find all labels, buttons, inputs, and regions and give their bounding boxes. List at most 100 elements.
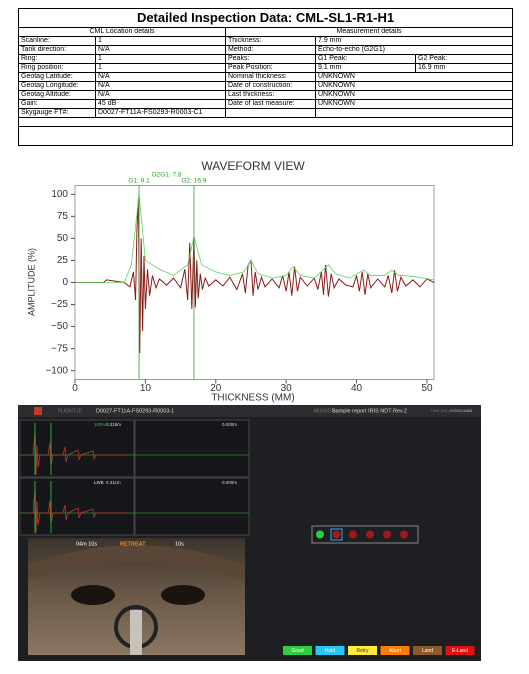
x-tick-label: 10 bbox=[140, 383, 152, 394]
mini-waveforms bbox=[20, 423, 249, 534]
action-button-label[interactable]: E-Land bbox=[452, 648, 468, 654]
cell-label: Date of last measure: bbox=[225, 99, 316, 109]
app-screenshot: FLIGHT ID D0027-FT11A-FS0293-R0003-1 MIS… bbox=[18, 405, 481, 661]
cell-label: Scanline: bbox=[18, 36, 96, 46]
panel-label: 0.000m bbox=[222, 422, 237, 427]
inspection-table: Detailed Inspection Data: CML-SL1-R1-H1 … bbox=[17, 8, 514, 146]
cell-empty bbox=[17, 126, 514, 146]
x-tick-label: 20 bbox=[210, 383, 222, 394]
status-light bbox=[366, 530, 374, 539]
gate-label: G2: 16.9 bbox=[181, 178, 206, 185]
table-row bbox=[17, 126, 514, 146]
cell-label: Nominal thickness: bbox=[225, 72, 316, 82]
plot-panel bbox=[134, 419, 250, 478]
plot-panel bbox=[19, 419, 135, 478]
table-row: Gain: 45 dB Date of last measure: UNKNOWN bbox=[18, 99, 514, 109]
time: 0250014858 bbox=[450, 408, 473, 413]
scene-shape bbox=[130, 610, 142, 655]
record-icon[interactable] bbox=[34, 407, 42, 415]
cell-label: Date of construction: bbox=[225, 81, 316, 91]
cell-value: 7.9 mm bbox=[314, 36, 514, 46]
cell-label: Skygauge FT#: bbox=[18, 108, 96, 118]
y-tick-label: 0 bbox=[62, 277, 68, 288]
cell-value: N/A bbox=[95, 90, 226, 100]
mission-label: MISSION bbox=[314, 408, 336, 414]
action-button[interactable] bbox=[283, 646, 312, 655]
cell-label: Ring position: bbox=[18, 63, 96, 73]
cell-value: 1 bbox=[95, 36, 226, 46]
y-tick-label: 25 bbox=[57, 255, 69, 266]
gate-label: G1: 9.1 bbox=[128, 178, 150, 185]
cell-label: Ring: bbox=[18, 54, 96, 64]
cell-value: N/A bbox=[95, 72, 226, 82]
cell-label: Tank direction: bbox=[18, 45, 96, 55]
action-buttons: Good Hold Retry Abort Land E-Land bbox=[283, 646, 475, 655]
y-tick-label: 100 bbox=[51, 189, 68, 200]
table-row: Geotag Altitude: N/A Last thickness: UNKNOW… bbox=[18, 90, 514, 100]
section-header: Measurement details bbox=[224, 27, 514, 37]
panel-label: 0.318m bbox=[106, 422, 121, 427]
y-tick-label: 75 bbox=[57, 211, 69, 222]
y-axis-label: AMPLITUDE (%) bbox=[26, 248, 36, 316]
cell-value: 1 bbox=[95, 63, 226, 73]
cell-value: 9.1 mm bbox=[315, 63, 416, 73]
waveform-line bbox=[75, 198, 435, 354]
action-button-label[interactable]: Good bbox=[291, 648, 303, 654]
scene-shape bbox=[161, 585, 205, 605]
mission: Sample report IRIS NDT Rev.2 bbox=[332, 408, 407, 414]
panel-label: 0.311m bbox=[106, 480, 121, 485]
plot-panels bbox=[19, 419, 250, 536]
cell-empty bbox=[17, 117, 514, 127]
x-tick-label: 30 bbox=[281, 383, 293, 394]
plot-panel bbox=[134, 477, 250, 536]
panel-label: LIVE bbox=[94, 480, 104, 485]
cell-value: 1 bbox=[95, 54, 226, 64]
table-row bbox=[17, 117, 514, 127]
mini-waveform bbox=[28, 432, 128, 476]
cell-label: Thickness: bbox=[225, 36, 316, 46]
section-header: CML Location details bbox=[18, 27, 226, 37]
action-button-label[interactable]: Abort bbox=[389, 648, 402, 654]
status-light bbox=[316, 530, 324, 539]
cell-value: UNKNOWN bbox=[314, 90, 514, 100]
y-tick-label: −100 bbox=[45, 365, 68, 376]
cell-label: Peaks: bbox=[225, 54, 316, 64]
y-tick-label: 50 bbox=[57, 233, 69, 244]
x-tick-label: 0 bbox=[72, 383, 78, 394]
table-title: Detailed Inspection Data: CML-SL1-R1-H1 bbox=[17, 8, 514, 28]
flight-label: FLIGHT ID bbox=[58, 408, 82, 414]
waveform-chart: WAVEFORM VIEW THICKNESS (MM) AMPLITUDE (… bbox=[26, 159, 435, 404]
cell-value: UNKNOWN bbox=[314, 72, 514, 82]
action-button[interactable] bbox=[348, 646, 377, 655]
cell-value: G2 Peak: bbox=[414, 54, 514, 64]
table-row: Skygauge FT#: D0027-FT11A-FS0293-R0003-C1 bbox=[18, 108, 514, 118]
action-button-label[interactable]: Hold bbox=[325, 648, 336, 654]
status-light bbox=[383, 530, 391, 539]
action-button[interactable] bbox=[413, 646, 442, 655]
status-light bbox=[349, 530, 357, 539]
cell-label: Last thickness: bbox=[225, 90, 316, 100]
cell-value: G1 Peak: bbox=[315, 54, 416, 64]
cell-label: Geotag Altitude: bbox=[18, 90, 96, 100]
scene-shape bbox=[28, 545, 245, 580]
y-tick-label: −50 bbox=[51, 321, 68, 332]
status-lights bbox=[316, 528, 408, 541]
action-button[interactable] bbox=[380, 646, 410, 655]
cell-label: Geotag Longitude: bbox=[18, 81, 96, 91]
table-row: Scanline: 1 Thickness: 7.9 mm bbox=[18, 36, 514, 46]
cell-label: Peak Position: bbox=[225, 63, 316, 73]
cell-label: Geotag Latitude: bbox=[18, 72, 96, 82]
action-button[interactable] bbox=[315, 646, 345, 655]
action-button-label[interactable]: Retry bbox=[357, 648, 369, 654]
cell-value: D0027-FT11A-FS0293-R0003-C1 bbox=[95, 108, 226, 118]
action-button-label[interactable]: Land bbox=[422, 648, 433, 654]
y-tick-label: −75 bbox=[51, 343, 68, 354]
x-axis-label: THICKNESS (MM) bbox=[211, 393, 294, 404]
y-tick-label: −25 bbox=[51, 299, 68, 310]
cell-value: N/A bbox=[95, 81, 226, 91]
camera-scene bbox=[28, 545, 245, 655]
cell-value: 16.9 mm bbox=[414, 63, 514, 73]
action-button[interactable] bbox=[445, 646, 475, 655]
status-light bbox=[400, 530, 408, 539]
